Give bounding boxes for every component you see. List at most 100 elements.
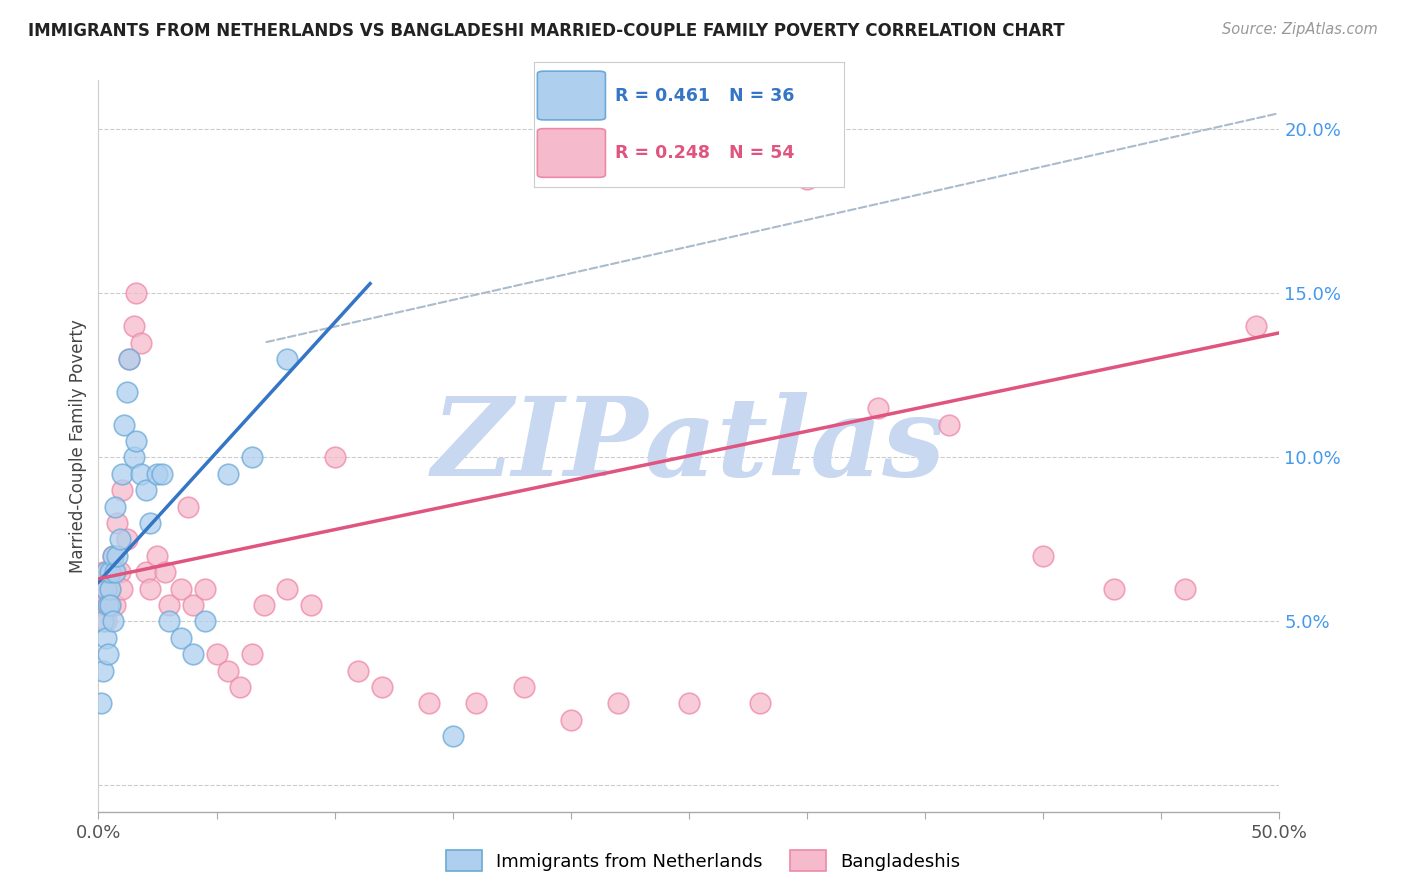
Point: [90, 582, 112, 596]
Point: [465, 697, 488, 711]
Point: [146, 549, 169, 563]
Point: [170, 631, 193, 645]
Point: [240, 647, 263, 661]
Point: [91, 566, 114, 580]
Point: [194, 615, 217, 629]
Point: [153, 566, 176, 580]
Point: [98, 598, 121, 612]
Point: [115, 533, 138, 547]
Point: [105, 516, 128, 530]
Text: R = 0.248: R = 0.248: [614, 144, 710, 162]
Point: [170, 582, 193, 596]
Point: [125, 286, 148, 301]
Point: [866, 401, 889, 416]
Text: R = 0.461: R = 0.461: [614, 87, 710, 104]
Y-axis label: Married-Couple Family Poverty: Married-Couple Family Poverty: [69, 319, 87, 573]
Point: [194, 582, 217, 596]
Point: [276, 582, 298, 596]
Point: [118, 352, 141, 367]
Point: [796, 171, 818, 186]
Point: [607, 697, 630, 711]
Point: [91, 598, 114, 612]
Point: [240, 450, 263, 465]
Point: [347, 664, 370, 678]
Point: [112, 417, 135, 432]
Point: [181, 647, 204, 661]
Point: [90, 697, 112, 711]
FancyBboxPatch shape: [537, 71, 606, 120]
Point: [98, 566, 121, 580]
Text: Source: ZipAtlas.com: Source: ZipAtlas.com: [1222, 22, 1378, 37]
Point: [129, 467, 152, 481]
Point: [101, 549, 124, 563]
Point: [371, 680, 394, 694]
Point: [177, 500, 200, 514]
Point: [104, 598, 127, 612]
Point: [150, 467, 173, 481]
Point: [98, 582, 121, 596]
Point: [157, 615, 180, 629]
Point: [97, 566, 120, 580]
Point: [441, 729, 464, 743]
Text: IMMIGRANTS FROM NETHERLANDS VS BANGLADESHI MARRIED-COUPLE FAMILY POVERTY CORRELA: IMMIGRANTS FROM NETHERLANDS VS BANGLADES…: [28, 22, 1064, 40]
Point: [122, 450, 145, 465]
Point: [122, 319, 145, 334]
Point: [560, 713, 582, 727]
Point: [229, 680, 252, 694]
Point: [146, 467, 169, 481]
Point: [104, 500, 127, 514]
Point: [217, 664, 239, 678]
Point: [94, 582, 117, 596]
Point: [101, 566, 124, 580]
Point: [139, 516, 162, 530]
Point: [97, 647, 120, 661]
Point: [748, 697, 770, 711]
Point: [111, 483, 134, 498]
Point: [108, 533, 131, 547]
Text: N = 54: N = 54: [730, 144, 794, 162]
Text: N = 36: N = 36: [730, 87, 794, 104]
Point: [135, 483, 157, 498]
Point: [938, 417, 960, 432]
Point: [512, 680, 534, 694]
Legend: Immigrants from Netherlands, Bangladeshis: Immigrants from Netherlands, Bangladeshi…: [439, 843, 967, 879]
Point: [91, 615, 114, 629]
Point: [98, 598, 121, 612]
Point: [253, 598, 276, 612]
Point: [129, 335, 152, 350]
Text: ZIPatlas: ZIPatlas: [432, 392, 946, 500]
Point: [1174, 582, 1197, 596]
Point: [205, 647, 228, 661]
Point: [1102, 582, 1125, 596]
Point: [139, 582, 162, 596]
Point: [111, 582, 134, 596]
Point: [678, 697, 700, 711]
Point: [1244, 319, 1267, 334]
Point: [157, 598, 180, 612]
FancyBboxPatch shape: [537, 128, 606, 178]
Point: [181, 598, 204, 612]
Point: [94, 631, 117, 645]
Point: [101, 615, 124, 629]
Point: [115, 384, 138, 399]
Point: [94, 615, 117, 629]
Point: [118, 352, 141, 367]
Point: [111, 467, 134, 481]
Point: [418, 697, 440, 711]
Point: [97, 598, 120, 612]
Point: [125, 434, 148, 448]
Point: [105, 549, 128, 563]
Point: [101, 549, 124, 563]
Point: [94, 582, 117, 596]
Point: [217, 467, 239, 481]
Point: [323, 450, 346, 465]
Point: [276, 352, 298, 367]
Point: [91, 664, 114, 678]
Point: [97, 598, 120, 612]
Point: [98, 582, 121, 596]
Point: [94, 566, 117, 580]
Point: [108, 566, 131, 580]
Point: [135, 566, 157, 580]
Point: [1032, 549, 1054, 563]
Point: [104, 566, 127, 580]
